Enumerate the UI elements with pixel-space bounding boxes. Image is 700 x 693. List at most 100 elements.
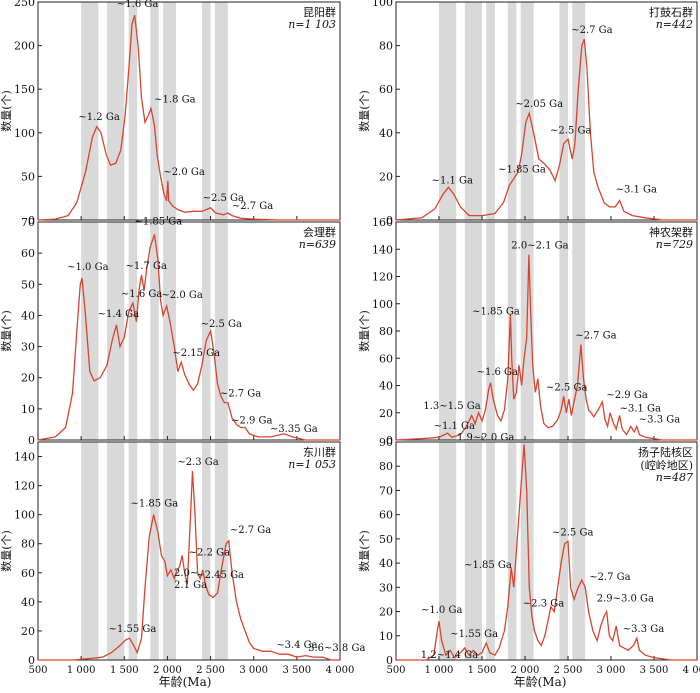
peak-label: ~3.1 Ga [620, 403, 661, 414]
age-band [214, 222, 228, 440]
peak-label: ~1.85 Ga [498, 164, 546, 175]
peak-label: 2.0~2.1 Ga [511, 241, 568, 252]
peak-label: ~2.2 Ga [189, 548, 230, 559]
y-tick-label: 80 [379, 40, 393, 53]
panel-frame [395, 441, 698, 661]
peak-label: ~1.0 Ga [421, 605, 462, 616]
age-band [214, 442, 228, 660]
y-tick-label: 20 [21, 372, 35, 385]
peak-label: ~2.7 Ga [571, 25, 612, 36]
peak-label: ~2.5 Ga [546, 382, 587, 393]
peak-label: ~1.55 Ga [109, 624, 157, 635]
y-tick-label: 10 [379, 630, 393, 643]
panel-title: 昆阳群 [303, 5, 336, 19]
y-tick-label: 20 [379, 170, 393, 183]
x-tick-label: 3 500 [640, 665, 669, 676]
peak-label: 1.9~2.0 Ga [457, 432, 514, 443]
y-tick-label: 100 [372, 298, 393, 311]
y-tick-label: 140 [14, 451, 35, 464]
y-tick-label: 40 [379, 380, 393, 393]
age-band [507, 442, 517, 660]
age-band [559, 222, 568, 440]
age-band [572, 442, 586, 660]
x-tick-label: 2 000 [511, 665, 540, 676]
y-tick-label: 20 [21, 625, 35, 638]
peak-label: ~2.9 Ga [231, 416, 272, 427]
peak-label: 2.0~ [174, 568, 198, 579]
age-distribution-curve [395, 254, 697, 441]
age-band [107, 222, 125, 440]
peak-label: ~1.6 Ga [477, 367, 518, 378]
y-tick-label: 70 [379, 484, 393, 497]
peak-label: ~1.0 Ga [67, 262, 108, 273]
y-axis-label: 数量(个) [358, 310, 371, 352]
y-axis-label: 数量(个) [0, 310, 13, 352]
y-tick-label: 0 [28, 434, 35, 447]
peak-label: ~2.0 Ga [163, 167, 204, 178]
age-distribution-curve [38, 471, 340, 661]
peak-label: ~3.1 Ga [616, 184, 657, 195]
y-axis-label: 数量(个) [358, 90, 371, 132]
panel-title: 神农架群 [649, 225, 693, 239]
peak-label: ~1.85 Ga [130, 499, 178, 510]
y-tick-label: 50 [21, 278, 35, 291]
x-tick-label: 2 000 [153, 665, 182, 676]
y-axis-label: 数量(个) [358, 530, 371, 572]
panel-5: 0 20 40 60 80 100 120 140 500 1 000 1 500 2 000 2 50… [0, 441, 365, 676]
peak-label: ~1.6 Ga [121, 289, 162, 300]
peak-label: 2.9~3.0 Ga [597, 594, 654, 605]
y-tick-label: 40 [379, 557, 393, 570]
peak-label: ~2.45 Ga [196, 570, 244, 581]
peak-label: ~2.7 Ga [232, 201, 273, 212]
y-tick-label: 40 [379, 127, 393, 140]
x-tick-label: 1 000 [67, 665, 96, 676]
sample-count: n=639 [299, 238, 336, 251]
peak-label: ~2.05 Ga [515, 99, 563, 110]
age-band [486, 222, 495, 440]
age-band [486, 442, 495, 660]
peak-label: ~3.3 Ga [639, 414, 680, 425]
peak-label: 3.6~3.8 Ga [308, 643, 365, 654]
age-band [572, 222, 586, 440]
age-distribution-curve [37, 234, 340, 441]
y-tick-label: 140 [372, 243, 393, 256]
y-tick-label: 200 [14, 40, 35, 53]
peak-label: ~1.6 Ga [117, 0, 158, 10]
x-axis-label-left: 年龄(Ma) [159, 675, 212, 689]
y-tick-label: 160 [372, 216, 393, 229]
peak-label: ~2.5 Ga [201, 319, 242, 330]
panel-title: 东川群 [303, 445, 336, 459]
age-band [201, 442, 211, 660]
y-axis-label: 数量(个) [0, 90, 13, 132]
age-band [107, 442, 125, 660]
peak-label: ~2.5 Ga [203, 193, 244, 204]
peak-label: ~1.85 Ga [472, 307, 520, 318]
age-band [439, 2, 457, 220]
y-tick-label: 40 [21, 596, 35, 609]
sample-count: n=442 [656, 18, 693, 31]
panel-frame [395, 1, 698, 221]
x-axis-label-right: 年龄(Ma) [514, 675, 567, 689]
age-band [214, 2, 228, 220]
peak-label: ~2.15 Ga [172, 348, 220, 359]
peak-label: ~2.9 Ga [606, 390, 647, 401]
y-tick-label: 0 [28, 214, 35, 227]
age-band [439, 222, 457, 440]
age-band [572, 2, 586, 220]
y-tick-label: 0 [386, 654, 393, 667]
peak-label: ~1.85 Ga [134, 216, 182, 227]
y-tick-label: 120 [14, 480, 35, 493]
y-tick-label: 30 [21, 341, 35, 354]
age-band [81, 222, 99, 440]
peak-label: ~1.8 Ga [154, 94, 195, 105]
x-tick-label: 4 000 [326, 665, 355, 676]
peak-label: ~2.0 Ga [161, 290, 202, 301]
age-band [559, 2, 568, 220]
x-tick-label: 3 000 [597, 665, 626, 676]
panel-frame [37, 1, 341, 221]
y-tick-label: 150 [14, 83, 35, 96]
panel-title: 打鼓石群 [649, 5, 693, 19]
